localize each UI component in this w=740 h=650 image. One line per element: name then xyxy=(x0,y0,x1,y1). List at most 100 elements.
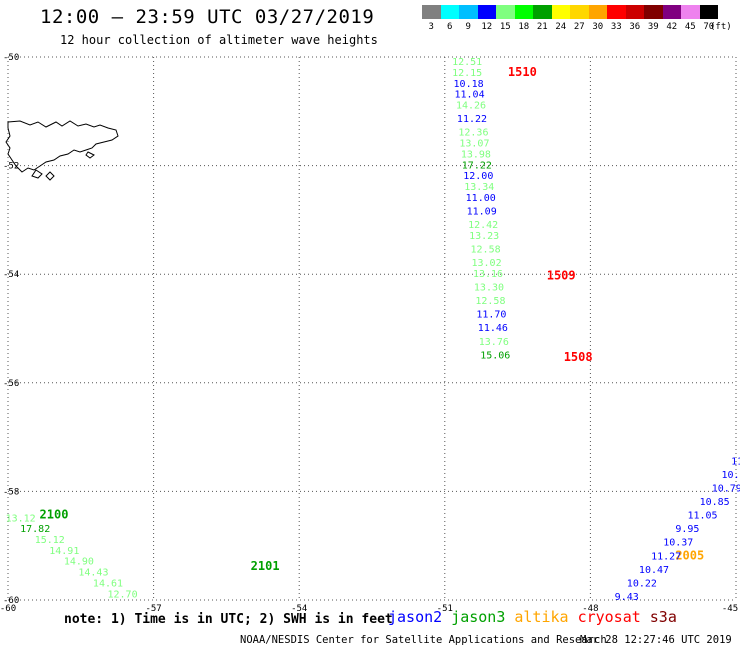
x-tick-label: -60 xyxy=(0,604,16,614)
wave-height-point: 12.42 xyxy=(468,220,498,231)
wave-height-point: 11.05 xyxy=(687,511,717,522)
wave-height-point: 11.70 xyxy=(476,310,506,321)
track-label: 1510 xyxy=(508,65,537,79)
colorbar-label: 33 xyxy=(610,22,622,32)
wave-height-point: 13.30 xyxy=(474,282,504,293)
wave-height-point: 13.16 xyxy=(473,269,503,280)
wave-height-point: 12.58 xyxy=(475,296,505,307)
page-title: 12:00 — 23:59 UTC 03/27/2019 xyxy=(40,6,375,28)
colorbar-label: 70 xyxy=(703,22,715,32)
wave-height-point: 13.98 xyxy=(461,149,491,160)
satellite-legend-s3a: s3a xyxy=(649,608,677,626)
colorbar-label: 36 xyxy=(629,22,641,32)
satellite-legend-jason2: jason2 xyxy=(388,608,443,626)
wave-height-point: 12.36 xyxy=(458,128,488,139)
wave-height-point: 10.85 xyxy=(700,497,730,508)
wave-height-point: 17.22 xyxy=(462,160,492,171)
wave-height-point: 9.95 xyxy=(675,524,699,535)
y-axis: -50 -52 -54 -56 -58 -60 xyxy=(3,53,19,606)
colorbar-label: 24 xyxy=(555,22,567,32)
colorbar-label: 18 xyxy=(518,22,530,32)
footer-credit: NOAA/NESDIS Center for Satellite Applica… xyxy=(240,634,607,646)
colorbar-swatch xyxy=(459,5,478,19)
colorbar-swatch xyxy=(588,5,607,19)
wave-height-point: 12.00 xyxy=(463,171,493,182)
colorbar-unit: (ft) xyxy=(710,22,732,32)
wave-height-point: 14.43 xyxy=(78,568,108,579)
wave-height-point: 11.04 xyxy=(455,90,485,101)
footer-timestamp: Mar 28 12:27:46 UTC 2019 xyxy=(580,634,732,646)
footer-note: note: 1) Time is in UTC; 2) SWH is in fe… xyxy=(64,612,393,627)
colorbar-swatch xyxy=(699,5,718,19)
track-labels: 1510 1509 1508 2100 2101 2005 xyxy=(40,65,705,573)
wave-height-point: 11.27 xyxy=(651,551,681,562)
y-tick-label: -50 xyxy=(3,53,19,63)
track-label: 2100 xyxy=(40,508,69,522)
wave-height-point: 9.43 xyxy=(615,592,639,603)
satellite-legend: jason2 jason3 altika cryosat s3a xyxy=(388,606,686,627)
colorbar-swatch xyxy=(570,5,589,19)
x-tick-label: -48 xyxy=(582,604,598,614)
colorbar-swatch xyxy=(496,5,515,19)
wave-height-point: 13.12 xyxy=(6,513,36,524)
wave-height-point: 13.02 xyxy=(471,258,501,269)
wave-height-point: 15.06 xyxy=(480,350,510,361)
x-axis: -60 -57 -54 -51 -48 -45 xyxy=(0,604,738,614)
wave-height-point: 15.12 xyxy=(35,535,65,546)
track-label: 1509 xyxy=(547,269,576,283)
colorbar-swatch xyxy=(422,5,441,19)
wave-height-point: 11.22 xyxy=(457,114,487,125)
wave-height-point: 13.23 xyxy=(469,231,499,242)
y-tick-label: -60 xyxy=(3,596,19,606)
x-tick-label: -51 xyxy=(437,604,453,614)
falkland-islands-coastline xyxy=(5,120,119,181)
colorbar-label: 27 xyxy=(573,22,585,32)
wave-height-point: 10.8 xyxy=(721,470,740,481)
colorbar-swatch xyxy=(625,5,644,19)
y-tick-label: -52 xyxy=(3,162,19,172)
wave-height-point: 10.79 xyxy=(712,483,740,494)
colorbar-label: 6 xyxy=(447,22,453,32)
track-label: 2005 xyxy=(675,548,704,562)
colorbar-label: 39 xyxy=(647,22,659,32)
y-tick-label: -58 xyxy=(3,487,19,497)
wave-height-point: 14.61 xyxy=(93,578,123,589)
colorbar-swatch xyxy=(644,5,663,19)
colorbar-swatch xyxy=(533,5,552,19)
colorbar-swatch xyxy=(681,5,700,19)
wave-height-point: 14.90 xyxy=(64,557,94,568)
wave-height-point: 17.82 xyxy=(20,524,50,535)
colorbar-label: 21 xyxy=(536,22,548,32)
satellite-legend-jason3: jason3 xyxy=(451,608,506,626)
colorbar-label: 42 xyxy=(666,22,678,32)
satellite-legend-cryosat: cryosat xyxy=(577,608,641,626)
wave-height-point: 10.47 xyxy=(639,565,669,576)
wave-height-point: 10.18 xyxy=(454,79,484,90)
page-subtitle: 12 hour collection of altimeter wave hei… xyxy=(60,33,378,47)
x-tick-label: -57 xyxy=(145,604,161,614)
colorbar: 3 6 9 12 15 18 21 24 27 30 33 36 39 42 45 70 (ft) xyxy=(422,5,738,37)
wave-height-point: 11 xyxy=(731,456,740,467)
colorbar-label: 45 xyxy=(684,22,696,32)
colorbar-label: 30 xyxy=(592,22,604,32)
wave-height-point: 12.51 xyxy=(452,57,482,68)
satellite-legend-altika: altika xyxy=(514,608,569,626)
x-tick-label: -45 xyxy=(722,604,738,614)
wave-height-point: 12.15 xyxy=(452,68,482,79)
y-tick-label: -56 xyxy=(3,379,19,389)
x-tick-label: -54 xyxy=(291,604,307,614)
wave-height-point: 10.22 xyxy=(627,578,657,589)
colorbar-label: 15 xyxy=(499,22,511,32)
wave-height-point: 11.46 xyxy=(478,323,508,334)
colorbar-label: 3 xyxy=(428,22,434,32)
wave-height-point: 11.09 xyxy=(467,206,497,217)
colorbar-label: 9 xyxy=(465,22,471,32)
wave-height-point: 12.58 xyxy=(471,244,501,255)
track-label: 1508 xyxy=(564,350,593,364)
colorbar-swatch xyxy=(662,5,681,19)
map-grid xyxy=(7,56,737,601)
colorbar-swatch xyxy=(514,5,533,19)
